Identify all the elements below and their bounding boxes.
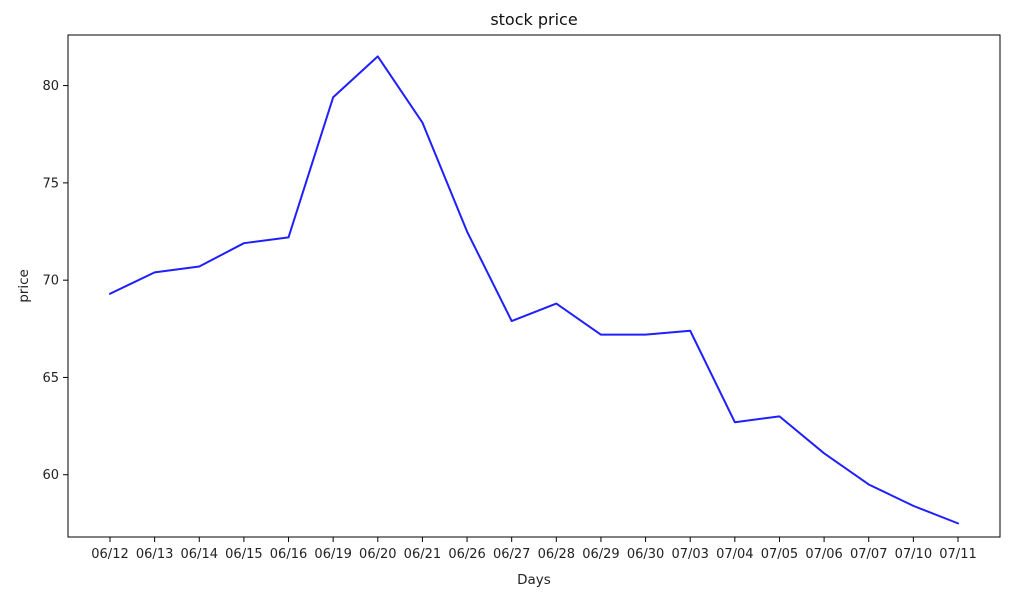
x-tick-label: 07/05 <box>761 547 798 562</box>
x-tick-label: 07/06 <box>805 547 842 562</box>
y-tick-label: 65 <box>42 371 59 386</box>
series-layer <box>109 55 959 525</box>
x-tick-label: 06/21 <box>404 547 441 562</box>
y-tick-label: 75 <box>42 176 59 191</box>
y-tick-label: 70 <box>42 274 59 289</box>
y-tick-label: 60 <box>42 468 59 483</box>
x-tick-label: 06/30 <box>627 547 664 562</box>
x-tick-label: 06/20 <box>359 547 396 562</box>
x-tick-label: 06/19 <box>314 547 351 562</box>
x-tick-label: 07/10 <box>895 547 932 562</box>
x-axis: 06/12 06/13 06/14 06/15 06/16 06/19 06/20 06/21… <box>91 537 977 562</box>
x-tick-label: 07/07 <box>850 547 887 562</box>
x-tick-label: 06/12 <box>91 547 128 562</box>
y-axis-label: price <box>16 269 32 303</box>
x-tick-label: 06/27 <box>493 547 530 562</box>
x-tick-label: 07/03 <box>671 547 708 562</box>
x-tick-label: 06/26 <box>448 547 485 562</box>
x-tick-label: 06/13 <box>136 547 173 562</box>
x-axis-label: Days <box>517 572 551 588</box>
x-tick-label: 06/14 <box>181 547 218 562</box>
x-tick-label: 06/15 <box>225 547 262 562</box>
x-tick-label: 07/11 <box>939 547 976 562</box>
series-line-0 <box>109 55 959 525</box>
y-tick-label: 80 <box>42 79 59 94</box>
chart-title: stock price <box>490 10 577 29</box>
plot-area-frame <box>67 34 1001 538</box>
y-axis: 60 65 70 75 80 <box>42 79 68 483</box>
x-tick-label: 06/28 <box>538 547 575 562</box>
x-tick-label: 06/16 <box>270 547 307 562</box>
x-tick-label: 07/04 <box>716 547 753 562</box>
x-tick-label: 06/29 <box>582 547 619 562</box>
